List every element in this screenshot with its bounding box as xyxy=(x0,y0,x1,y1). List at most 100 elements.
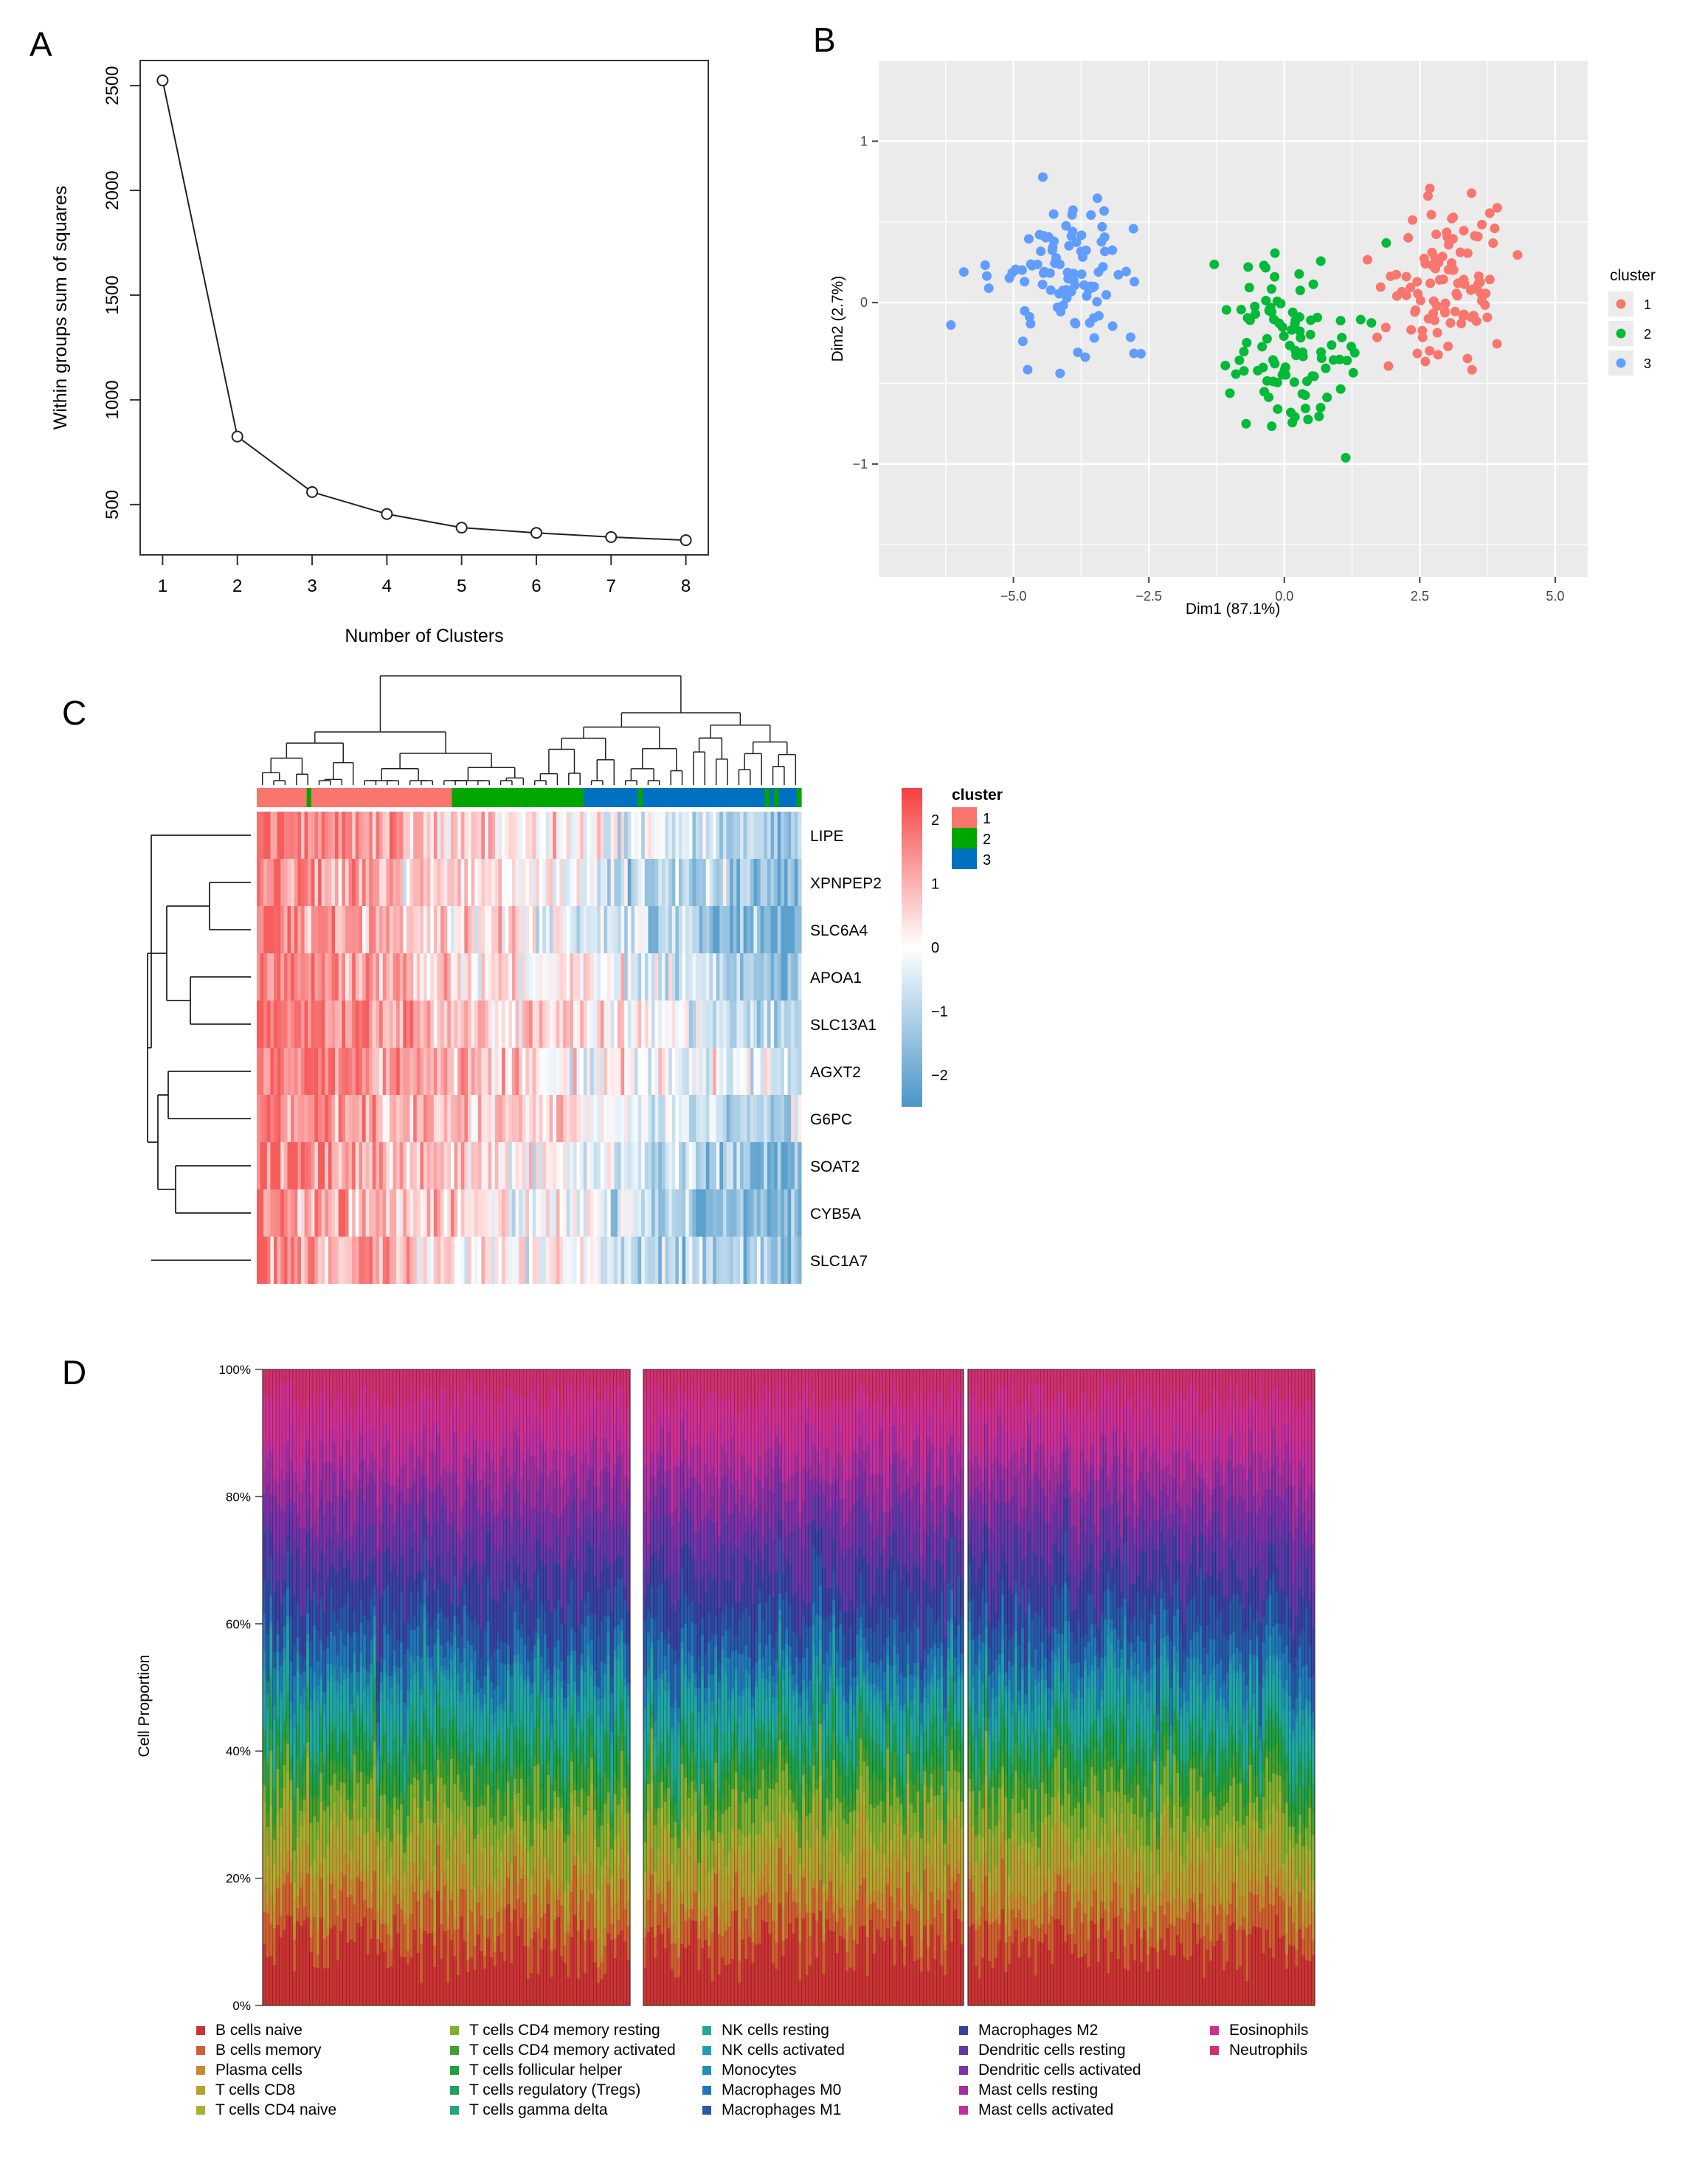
heatmap-cell xyxy=(471,1095,475,1142)
stacked-bar-segment xyxy=(356,1496,360,1526)
heatmap-cell xyxy=(668,1095,673,1142)
scatter-point-cluster-2 xyxy=(1262,334,1272,344)
stacked-bar-segment xyxy=(553,1779,557,1791)
stacked-bar-segment xyxy=(570,1761,574,1794)
heatmap-cell xyxy=(515,1237,519,1284)
heatmap-cell xyxy=(345,953,350,1001)
heatmap-cell xyxy=(743,1095,747,1142)
heatmap-cell xyxy=(631,1048,635,1095)
stacked-bar-segment xyxy=(369,1752,373,1771)
heatmap-cell xyxy=(437,812,441,859)
stacked-bar-segment xyxy=(366,1574,370,1620)
stacked-bar-segment xyxy=(353,1942,357,2006)
stacked-bar-segment xyxy=(393,1814,397,1834)
heatmap-cell xyxy=(460,1095,465,1142)
heatmap-cell xyxy=(685,1142,690,1189)
heatmap-cell xyxy=(348,1189,353,1237)
heatmap-cell xyxy=(624,1237,629,1284)
heatmap-cell xyxy=(644,812,649,859)
scatter-point-cluster-3 xyxy=(1101,290,1111,300)
stacked-bar-segment xyxy=(336,1699,340,1742)
heatmap-cell xyxy=(399,1142,404,1189)
heatmap-cell xyxy=(464,1237,469,1284)
stacked-bar-segment xyxy=(289,1761,294,1771)
stacked-bar-segment xyxy=(283,1787,286,1813)
heatmap-cell xyxy=(450,953,455,1001)
stacked-bar-segment xyxy=(519,1545,524,1584)
heatmap-cell xyxy=(440,1237,445,1284)
scatter-point-cluster-1 xyxy=(1452,291,1462,301)
heatmap-cell xyxy=(764,812,768,859)
stacked-bar-segment xyxy=(329,1369,333,1409)
stacked-bar-segment xyxy=(276,1651,280,1671)
stacked-bar-segment xyxy=(316,1469,320,1511)
heatmap-cell xyxy=(291,906,295,953)
stacked-bar-segment xyxy=(653,1891,657,1911)
stacked-bar-segment xyxy=(373,1615,377,1637)
heatmap-cell xyxy=(369,859,373,906)
heatmap-cell xyxy=(433,1095,438,1142)
stacked-bar-segment xyxy=(510,1723,514,1735)
heatmap-cell xyxy=(570,859,574,906)
heatmap-cell xyxy=(770,812,775,859)
stacked-bar-segment xyxy=(386,1925,390,1935)
heatmap-cell xyxy=(270,1142,274,1189)
stacked-bar-segment xyxy=(423,1858,427,1894)
stacked-bar-segment xyxy=(432,1777,437,1804)
stacked-bar-segment xyxy=(432,1513,437,1590)
stacked-bar-segment xyxy=(403,1817,407,1844)
stacked-bar-segment xyxy=(593,1576,598,1614)
stacked-bar-segment xyxy=(646,1869,651,1900)
stacked-bar-segment xyxy=(510,1523,514,1545)
heatmap-cell xyxy=(671,1142,676,1189)
heatmap-cell xyxy=(719,1095,724,1142)
stacked-bar-segment xyxy=(466,1693,470,1711)
heatmap-cell xyxy=(511,1189,516,1237)
heatmap-cell xyxy=(440,1095,445,1142)
stacked-bar-segment xyxy=(333,1568,336,1612)
stacked-bar-segment xyxy=(546,1903,550,2006)
heatmap-cell xyxy=(304,1142,308,1189)
stacked-bar-segment xyxy=(496,1893,500,1912)
stacked-bar-segment xyxy=(443,1870,447,1886)
heatmap-cell xyxy=(314,1189,319,1237)
stacked-bar-segment xyxy=(393,1673,397,1682)
stacked-bar-segment xyxy=(620,1619,624,1631)
heatmap-cell xyxy=(566,906,570,953)
stacked-bar-segment xyxy=(439,1924,443,1959)
stacked-bar-segment xyxy=(266,1634,270,1682)
stacked-bar-segment xyxy=(653,1721,657,1739)
stacked-bar-segment xyxy=(573,1682,577,1691)
heatmap-cell xyxy=(433,1189,438,1237)
heatmap-cell xyxy=(696,1237,700,1284)
stacked-bar-segment xyxy=(589,1794,594,1862)
stacked-bar-segment xyxy=(546,1647,550,1669)
stacked-bar-segment xyxy=(336,1369,340,1394)
heatmap-cell xyxy=(542,953,547,1001)
stacked-bar-segment xyxy=(326,1726,330,1743)
stacked-bar-segment xyxy=(399,1956,404,2006)
heatmap-cell xyxy=(702,1189,707,1237)
stacked-bar-segment xyxy=(436,1745,440,1760)
heatmap-cell xyxy=(393,1189,397,1237)
stacked-bar-segment xyxy=(533,1572,537,1631)
stacked-bar-segment xyxy=(393,1738,397,1756)
heatmap-cell xyxy=(617,1095,622,1142)
heatmap-cell xyxy=(549,812,553,859)
heatmap-cell xyxy=(600,1048,604,1095)
heatmap-cell xyxy=(280,1001,285,1048)
stacked-bar-segment xyxy=(516,1517,520,1567)
scatter-point-cluster-3 xyxy=(1004,273,1014,283)
scatter-point-cluster-3 xyxy=(1092,297,1102,307)
heatmap-cell xyxy=(403,1189,407,1237)
stacked-bar-segment xyxy=(403,1463,407,1503)
annotation-segment xyxy=(302,788,308,807)
scatter-point-cluster-3 xyxy=(1099,246,1110,257)
heatmap-cell xyxy=(447,1048,452,1095)
heatmap-cell xyxy=(784,953,789,1001)
heatmap-cell xyxy=(389,1142,393,1189)
x-tick-label: 8 xyxy=(681,576,691,596)
stacked-bar-segment xyxy=(646,1783,651,1811)
stacked-bar-segment xyxy=(272,1928,277,1966)
